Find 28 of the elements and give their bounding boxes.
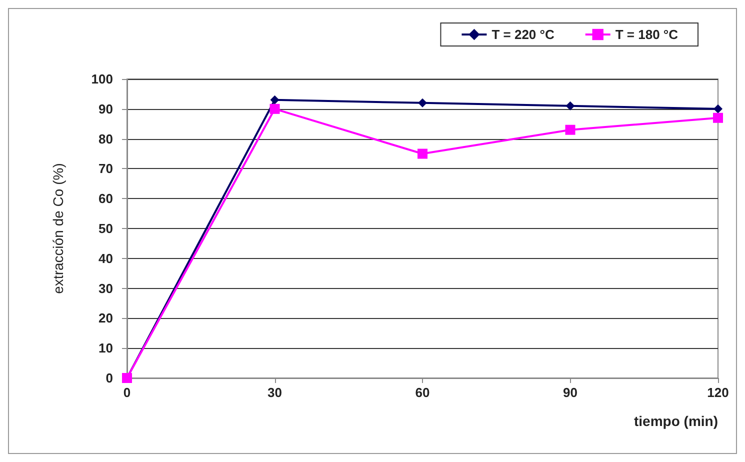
x-tick-label: 60 [415,385,430,400]
point [566,101,575,110]
y-tick-label: 90 [98,101,113,116]
legend-label: T = 180 °C [615,27,679,42]
y-tick-label: 100 [91,72,113,86]
x-tick-label: 0 [123,385,131,400]
point [713,112,723,123]
y-tick-label: 0 [106,370,113,386]
y-tick-label: 60 [98,191,113,206]
y-tick-label: 70 [98,161,113,176]
y-tick-label: 20 [98,310,113,326]
y-tick-label: 30 [98,280,113,296]
point [270,104,280,114]
y-axis-title: extracción de Co (%) [50,163,66,294]
y-tick-label: 80 [98,131,113,146]
point [270,95,280,104]
y-tick-label: 10 [98,340,113,356]
x-tick-label: 30 [268,385,282,400]
point [418,98,427,108]
point [418,148,428,159]
point [714,104,722,114]
legend-label: T = 220 °C [492,27,555,42]
y-tick-label: 40 [98,250,113,266]
x-tick-label: 120 [707,385,729,400]
point [565,124,576,135]
y-tick-label: 50 [98,221,113,236]
x-axis-title: tiempo (min) [634,413,718,429]
x-tick-label: 90 [563,385,578,400]
